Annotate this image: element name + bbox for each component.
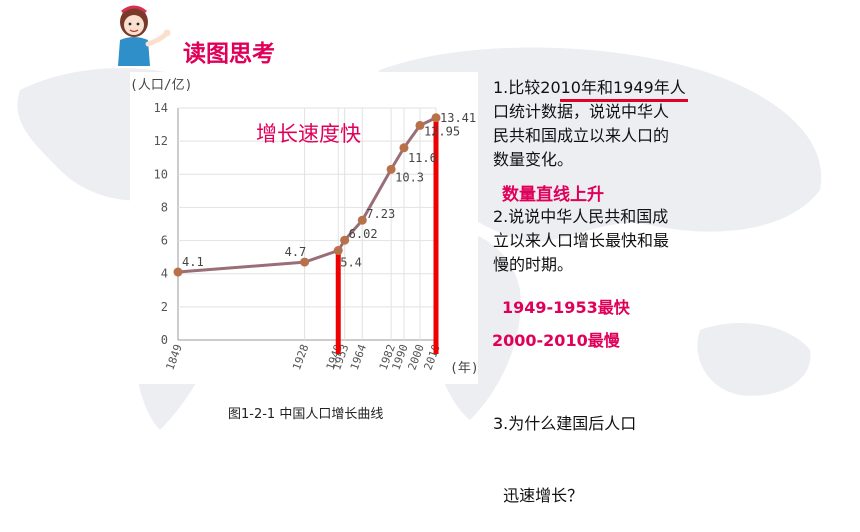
question-1: 1.比较2010年和1949年人 口统计数据，说说中华人 民共和国成立以来人口的… [493, 76, 686, 172]
data-point-1928 [300, 257, 310, 267]
y-tick-label: 12 [154, 134, 168, 148]
answer-1: 数量直线上升 [502, 185, 604, 205]
data-label-1953: 6.02 [349, 227, 378, 241]
question-3-line: 3.为什么建国后人口 [493, 414, 637, 433]
underline-highlight [560, 99, 688, 102]
slide-title: 读图思考 [183, 41, 275, 67]
x-tick-label: 1928 [290, 343, 311, 372]
data-markers [173, 113, 441, 277]
question-2-line: 立以来人口增长最快和最 [493, 231, 670, 250]
data-point-1953 [340, 235, 350, 245]
growth-annotation: 增长速度快 [256, 122, 361, 146]
cartoon-girl-illustration [118, 5, 171, 66]
data-label-1990: 11.6 [408, 151, 437, 165]
y-axis-label: (人口/亿) [130, 78, 192, 93]
data-point-1849 [173, 267, 183, 277]
figure-panel: (人口/亿) (年) 0 2 4 6 8 10 12 14 1849 1928 1949 1953 1… [130, 72, 478, 384]
data-point-2000 [415, 120, 425, 130]
question-1-line: 1.比较2010年和1949年人 [493, 78, 686, 97]
data-label-2010: 13.41 [440, 111, 476, 125]
data-point-1982 [386, 164, 396, 174]
question-2: 2.说说中华人民共和国成 立以来人口增长最快和最 慢的时期。 [493, 205, 669, 277]
y-tick-label: 8 [161, 200, 168, 214]
y-tick-labels: 0 2 4 6 8 10 12 14 [154, 101, 168, 347]
data-point-1964 [357, 215, 367, 225]
question-3-line: 迅速增长？ [493, 486, 584, 505]
question-1-line: 民共和国成立以来人口的 [493, 126, 670, 145]
x-tick-label: 1964 [348, 342, 369, 372]
question-3: 3.为什么建国后人口 迅速增长？ [493, 364, 636, 532]
data-point-1990 [399, 143, 409, 153]
y-tick-label: 6 [161, 234, 168, 248]
data-point-1949 [333, 246, 343, 256]
data-point-2010 [431, 113, 441, 123]
question-1-line: 数量变化。 [493, 150, 574, 169]
question-2-line: 2.说说中华人民共和国成 [493, 207, 669, 226]
data-label-1964: 7.23 [366, 207, 395, 221]
data-label-1949: 5.4 [340, 256, 362, 270]
question-2-line: 慢的时期。 [493, 255, 574, 274]
y-tick-label: 4 [161, 267, 168, 281]
y-tick-label: 10 [154, 167, 168, 181]
answer-2-slowest: 2000-2010最慢 [492, 331, 620, 350]
data-label-2000: 12.95 [424, 124, 460, 138]
data-label-1982: 10.3 [395, 170, 424, 184]
y-tick-label: 2 [161, 300, 168, 314]
question-1-line: 口统计数据，说说中华人 [493, 102, 670, 121]
y-tick-label: 0 [161, 333, 168, 347]
figure-caption: 图1-2-1 中国人口增长曲线 [228, 407, 384, 422]
population-line-chart: (人口/亿) (年) 0 2 4 6 8 10 12 14 1849 1928 194919531… [130, 78, 478, 376]
x-axis-label: (年) [450, 361, 478, 376]
data-label-1928: 4.7 [285, 245, 307, 259]
answer-2-fastest: 1949-1953最快 [502, 298, 630, 317]
data-label-1849: 4.1 [182, 255, 204, 269]
highlight-bars [335, 117, 439, 354]
y-tick-label: 14 [154, 101, 168, 115]
